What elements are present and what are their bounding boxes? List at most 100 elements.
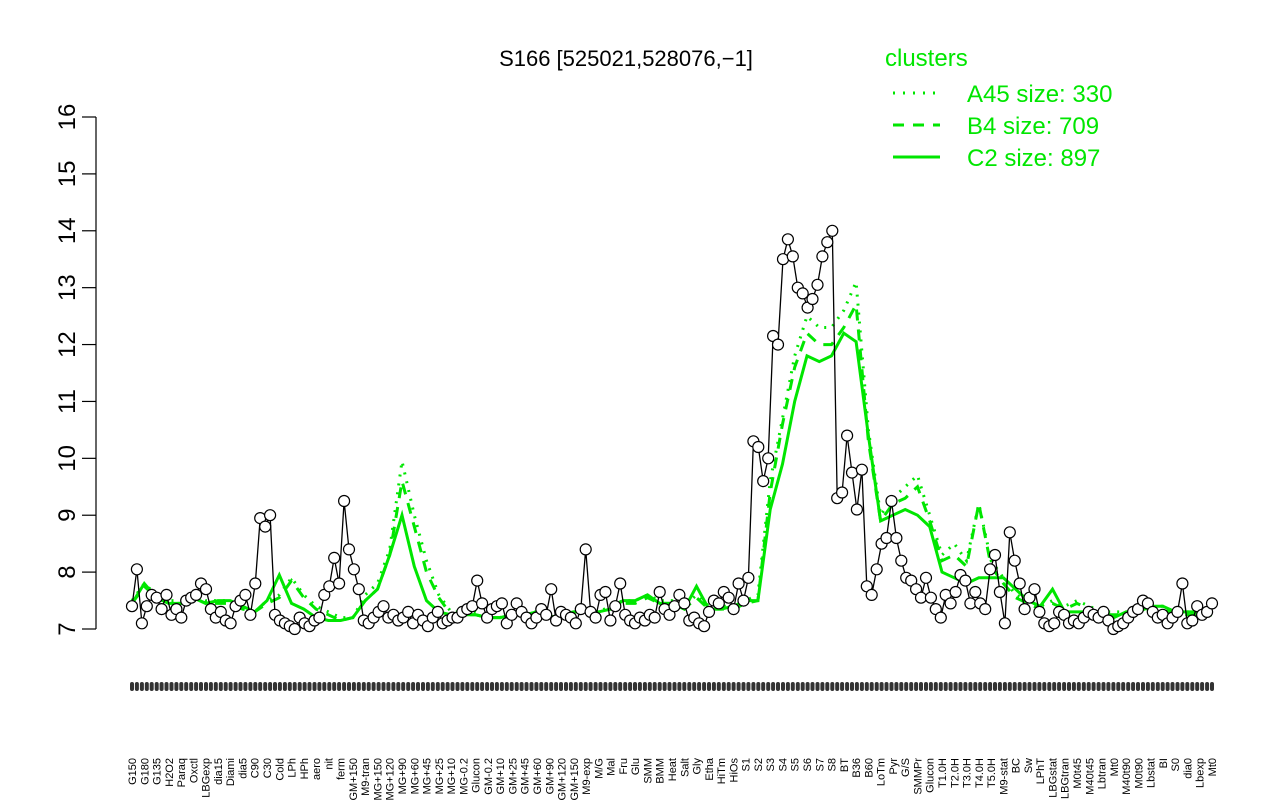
x-rug-mark bbox=[825, 682, 830, 691]
y-tick-label: 7 bbox=[54, 622, 81, 635]
x-rug-mark bbox=[1160, 682, 1165, 691]
x-rug-mark bbox=[475, 682, 480, 691]
x-rug-mark bbox=[327, 682, 332, 691]
x-rug-mark bbox=[485, 682, 490, 691]
x-rug-mark bbox=[1210, 682, 1214, 691]
x-tick-label: Gly bbox=[692, 758, 704, 775]
x-rug-mark bbox=[1042, 682, 1047, 691]
x-rug-mark bbox=[292, 682, 297, 691]
x-rug-mark bbox=[1022, 682, 1027, 691]
cluster-lines bbox=[130, 281, 1213, 623]
x-rug-mark bbox=[884, 682, 889, 691]
x-tick-label: Glu bbox=[630, 758, 642, 775]
x-rug-mark bbox=[879, 682, 884, 691]
x-rug-mark bbox=[909, 682, 914, 691]
x-tick-label: GM+25 bbox=[507, 758, 519, 794]
x-tick-label: T3.0H bbox=[962, 758, 974, 788]
y-tick-label: 14 bbox=[54, 217, 81, 244]
data-point bbox=[1008, 554, 1021, 567]
x-tick-label: S6 bbox=[802, 758, 814, 771]
x-rug-mark bbox=[854, 682, 859, 691]
x-tick-label: GM+90 bbox=[544, 758, 556, 794]
x-rug-mark bbox=[1101, 682, 1106, 691]
x-rug-mark bbox=[800, 682, 805, 691]
x-rug-mark bbox=[776, 682, 780, 691]
x-rug-mark bbox=[317, 682, 322, 691]
x-rug-mark bbox=[351, 682, 356, 691]
x-rug-mark bbox=[430, 682, 435, 691]
data-point bbox=[259, 520, 272, 533]
data-point bbox=[140, 600, 153, 613]
x-tick-label: Lbtran bbox=[1097, 758, 1109, 789]
data-point bbox=[678, 597, 691, 610]
data-point bbox=[648, 611, 661, 624]
x-rug-mark bbox=[204, 682, 208, 691]
x-rug-mark bbox=[647, 682, 652, 691]
x-rug-mark bbox=[1145, 682, 1150, 691]
x-rug-mark bbox=[707, 682, 711, 691]
x-rug-mark bbox=[702, 682, 707, 691]
x-rug-mark bbox=[731, 682, 736, 691]
x-rug-mark bbox=[243, 682, 248, 691]
x-rug-mark bbox=[766, 682, 771, 691]
data-point bbox=[239, 588, 252, 602]
legend-label-b4: B4 size: 709 bbox=[967, 113, 1099, 140]
x-tick-label: S7 bbox=[814, 758, 826, 771]
x-rug-mark bbox=[815, 682, 820, 691]
x-rug-mark bbox=[642, 682, 647, 691]
x-rug-mark bbox=[1190, 682, 1195, 691]
x-rug-mark bbox=[1057, 682, 1062, 691]
x-rug-mark bbox=[1195, 682, 1200, 691]
x-tick-label: Pyr bbox=[888, 758, 900, 775]
data-point bbox=[781, 233, 795, 246]
x-rug-mark bbox=[460, 682, 465, 691]
x-rug-mark bbox=[687, 682, 692, 691]
x-rug-mark bbox=[662, 682, 667, 691]
data-point bbox=[796, 287, 809, 300]
x-rug-mark bbox=[726, 682, 731, 691]
y-tick-label: 10 bbox=[54, 445, 81, 472]
x-rug-mark bbox=[450, 682, 455, 691]
x-rug-mark bbox=[1175, 682, 1180, 691]
x-rug-mark bbox=[869, 682, 874, 691]
x-tick-label: ferm bbox=[336, 758, 348, 780]
data-point bbox=[495, 597, 508, 610]
data-point bbox=[569, 617, 582, 630]
data-point bbox=[1176, 577, 1189, 590]
x-rug-mark bbox=[785, 682, 790, 691]
x-rug-mark bbox=[494, 682, 499, 691]
data-point bbox=[604, 614, 617, 627]
x-tick-label: LBGtran bbox=[1060, 758, 1072, 799]
data-point bbox=[377, 600, 390, 613]
data-point bbox=[653, 585, 666, 599]
data-point bbox=[1013, 577, 1026, 590]
x-tick-label: B36 bbox=[851, 758, 863, 778]
data-point bbox=[771, 338, 785, 351]
data-point bbox=[944, 597, 957, 610]
x-rug-mark bbox=[223, 682, 228, 691]
data-point bbox=[328, 551, 341, 565]
x-rug-mark bbox=[943, 682, 948, 691]
data-point bbox=[1028, 583, 1041, 596]
x-rug-mark bbox=[514, 682, 519, 691]
x-rug-mark bbox=[1136, 682, 1140, 691]
x-rug-mark bbox=[406, 682, 411, 691]
x-rug-mark bbox=[608, 682, 613, 691]
x-tick-label: S3 bbox=[765, 758, 777, 771]
x-rug-mark bbox=[440, 682, 445, 691]
data-point bbox=[979, 602, 992, 616]
y-tick-label: 12 bbox=[54, 331, 81, 358]
x-rug-mark bbox=[282, 682, 287, 691]
cluster-line-solid bbox=[130, 331, 1213, 622]
x-rug-mark bbox=[978, 682, 983, 691]
x-rug-mark bbox=[174, 682, 179, 691]
data-point bbox=[712, 597, 725, 610]
x-rug-mark bbox=[194, 682, 199, 691]
data-point bbox=[821, 236, 834, 249]
x-rug-mark bbox=[904, 682, 909, 691]
x-tick-label: LBGstat bbox=[1047, 758, 1059, 798]
x-tick-label: Cold bbox=[274, 758, 286, 781]
x-tick-label: HPh bbox=[299, 758, 311, 779]
x-tick-label: LoTm bbox=[876, 758, 888, 786]
